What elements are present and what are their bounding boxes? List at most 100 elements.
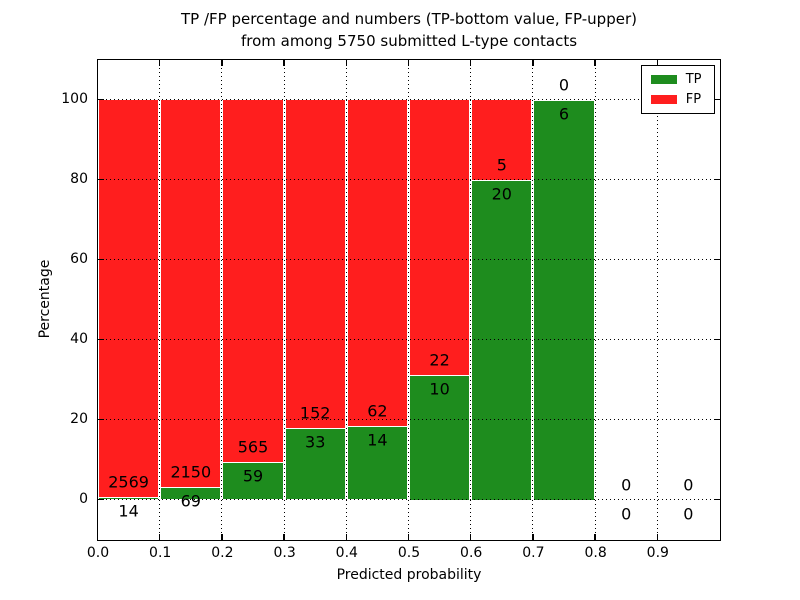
bar-fp-count-label: 2569: [108, 472, 149, 492]
y-tick-label: 80: [70, 171, 88, 187]
bar-tp-count-label: 0: [621, 504, 632, 523]
bar-tp-count-label: 69: [180, 491, 201, 511]
x-tick-mark: [469, 533, 472, 540]
x-tick-label: 0.5: [397, 545, 421, 561]
grid-line-vertical: [221, 59, 223, 540]
bar-fp-count-label: 0: [621, 475, 632, 494]
y-tick-mark-right: [713, 258, 720, 261]
bar-fp-segment: [347, 99, 407, 426]
y-tick-label: 0: [79, 491, 88, 507]
grid-line-vertical: [408, 59, 409, 540]
bar-tp-segment: [534, 99, 594, 500]
bar-fp-count-label: 5: [496, 155, 507, 174]
y-tick-label: 40: [70, 331, 88, 347]
bar-tp-count-label: 10: [429, 379, 450, 398]
x-tick-mark-top: [656, 59, 659, 66]
grid-line-vertical: [470, 59, 472, 540]
grid-line-horizontal: [97, 259, 720, 260]
legend-swatch-tp: [650, 74, 677, 84]
y-tick-mark-right: [713, 418, 720, 421]
bar-tp-count-label: 0: [683, 504, 694, 523]
bar-fp-count-label: 22: [429, 350, 450, 369]
bar-fp-count-label: 2150: [170, 462, 212, 482]
grid-line-horizontal: [97, 339, 720, 340]
x-tick-label: 0.4: [335, 545, 358, 561]
y-tick-mark: [97, 98, 104, 101]
bar-fp-segment: [410, 99, 470, 375]
bar-fp-segment: [472, 99, 532, 180]
x-tick-mark-top: [407, 59, 410, 66]
y-axis-label: Percentage: [37, 259, 53, 339]
x-tick-mark: [221, 533, 223, 540]
chart-title-line2: from among 5750 submitted L-type contact…: [240, 32, 578, 50]
x-tick-mark-top: [532, 59, 534, 66]
x-tick-label: 0.2: [211, 545, 234, 561]
x-axis-label: Predicted probability: [336, 567, 482, 583]
bar-tp-count-label: 33: [305, 432, 326, 452]
y-tick-label: 20: [70, 411, 88, 427]
y-tick-label: 100: [61, 91, 88, 107]
x-tick-label: 0.0: [86, 545, 110, 561]
x-tick-mark: [407, 533, 410, 540]
grid-line-vertical: [656, 59, 658, 540]
x-tick-mark: [96, 533, 99, 540]
legend-label-tp: TP: [685, 71, 702, 87]
bar-tp-count-label: 59: [242, 466, 264, 486]
bar-fp-count-label: 62: [367, 401, 388, 421]
grid-line-vertical: [159, 59, 161, 540]
y-tick-label: 60: [70, 251, 88, 267]
bar-tp-count-label: 14: [118, 501, 139, 521]
bar-tp-segment: [161, 487, 221, 500]
y-tick-mark: [97, 498, 104, 501]
bar-fp-segment: [99, 99, 159, 498]
bar-fp-segment: [223, 99, 283, 462]
grid-line-vertical: [345, 59, 347, 540]
bar-tp-segment: [223, 461, 283, 500]
y-tick-mark: [97, 338, 104, 341]
grid-line-horizontal: [97, 99, 720, 100]
x-tick-mark: [656, 533, 659, 540]
legend-item-fp: FP: [650, 91, 702, 107]
y-tick-mark-right: [713, 498, 720, 501]
x-tick-mark: [532, 533, 534, 540]
y-tick-mark-right: [713, 98, 720, 101]
bar-tp-count-label: 14: [367, 430, 388, 450]
x-tick-label: 0.9: [646, 545, 669, 561]
grid-line-vertical: [594, 59, 596, 540]
bar-fp-count-label: 152: [299, 403, 331, 423]
x-tick-label: 0.3: [273, 545, 296, 561]
x-tick-mark-top: [345, 59, 348, 66]
legend-item-tp: TP: [650, 71, 702, 87]
grid-line-vertical: [283, 59, 285, 540]
legend: TP FP: [640, 64, 715, 114]
chart-title: TP /FP percentage and numbers (TP-bottom…: [98, 8, 720, 52]
x-tick-mark-top: [283, 59, 285, 66]
x-tick-label: 0.6: [460, 545, 483, 561]
x-tick-mark-top: [158, 59, 161, 66]
x-tick-label: 0.1: [149, 545, 172, 561]
grid-line-vertical: [532, 59, 534, 540]
x-tick-mark: [594, 533, 596, 540]
x-tick-mark-top: [469, 59, 472, 66]
y-tick-mark-right: [713, 178, 720, 181]
x-tick-mark: [283, 533, 285, 540]
x-tick-mark-top: [96, 59, 99, 66]
x-tick-label: 0.8: [584, 545, 607, 561]
grid-line-horizontal: [97, 179, 720, 180]
y-tick-mark-right: [713, 338, 720, 341]
x-tick-mark: [345, 533, 348, 540]
bar-tp-count-label: 20: [491, 184, 512, 203]
y-tick-mark: [97, 178, 104, 181]
bar-fp-count-label: 0: [683, 475, 694, 494]
legend-label-fp: FP: [685, 91, 702, 107]
bar-tp-segment: [285, 428, 345, 500]
bar-tp-segment: [410, 374, 470, 500]
bar-fp-segment: [161, 99, 221, 488]
bar-tp-segment: [99, 497, 159, 500]
bar-tp-segment: [347, 425, 407, 500]
legend-swatch-fp: [650, 94, 677, 104]
x-tick-mark: [158, 533, 161, 540]
grid-line-horizontal: [97, 499, 720, 500]
bar-fp-count-label: 565: [237, 437, 269, 457]
